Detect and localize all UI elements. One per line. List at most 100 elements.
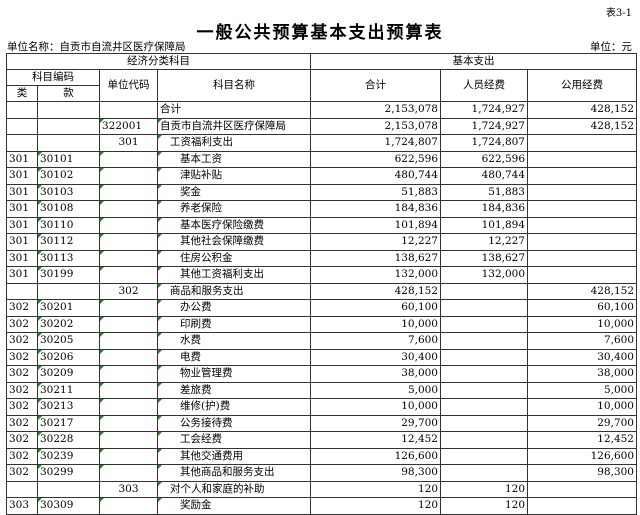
cell-total: 10,000 <box>310 398 441 416</box>
cell-lei: 301 <box>6 183 38 201</box>
cell-total: 2,153,078 <box>310 101 441 119</box>
cell-personnel <box>440 381 528 399</box>
unit-name: 单位名称：自贡市自流井区医疗保障局 <box>7 41 186 53</box>
cell-lei: 301 <box>6 266 38 284</box>
table-row: 302 30201 办公费 60,100 60,100 <box>6 299 637 317</box>
cell-subject-name: 自贡市自流井区医疗保障局 <box>157 117 311 135</box>
header-subject-name: 科目名称 <box>157 69 311 102</box>
cell-unit-code <box>99 150 158 168</box>
cell-subject-name: 对个人和家庭的补助 <box>157 480 311 498</box>
cell-lei: 301 <box>6 233 38 251</box>
cell-total: 12,452 <box>310 431 441 449</box>
cell-public: 428,152 <box>527 117 637 135</box>
cell-lei: 302 <box>6 381 38 399</box>
cell-total: 7,600 <box>310 332 441 350</box>
page-title: 一般公共预算基本支出预算表 <box>196 23 444 43</box>
cell-personnel: 1,724,807 <box>440 134 528 152</box>
cell-public <box>527 233 637 251</box>
cell-lei: 302 <box>6 414 38 432</box>
cell-unit-code <box>99 365 158 383</box>
cell-personnel: 12,227 <box>440 233 528 251</box>
cell-public <box>527 167 637 185</box>
table-row: 302 30299 其他商品和服务支出 98,300 98,300 <box>6 464 637 482</box>
currency-unit: 单位：元 <box>590 41 632 53</box>
table-row: 302 30205 水费 7,600 7,600 <box>6 332 637 350</box>
cell-kuan <box>37 134 100 152</box>
cell-subject-name: 其他工资福利支出 <box>157 266 311 284</box>
cell-lei <box>6 134 38 152</box>
cell-lei: 302 <box>6 365 38 383</box>
cell-total: 10,000 <box>310 315 441 333</box>
cell-kuan: 30113 <box>37 249 100 267</box>
cell-total: 2,153,078 <box>310 117 441 135</box>
table-row: 301 30108 养老保险 184,836 184,836 <box>6 200 637 218</box>
cell-kuan <box>37 480 100 498</box>
cell-subject-name: 其他交通费用 <box>157 447 311 465</box>
cell-subject-name: 其他社会保障缴费 <box>157 233 311 251</box>
cell-public: 12,452 <box>527 431 637 449</box>
cell-subject-name: 水费 <box>157 332 311 350</box>
cell-unit-code: 302 <box>99 282 158 300</box>
cell-kuan: 30101 <box>37 150 100 168</box>
header-unit-code: 单位代码 <box>99 69 158 102</box>
cell-total: 101,894 <box>310 216 441 234</box>
cell-unit-code <box>99 464 158 482</box>
cell-total: 60,100 <box>310 299 441 317</box>
table-row: 301 30103 奖金 51,883 51,883 <box>6 183 637 201</box>
cell-lei <box>6 282 38 300</box>
cell-personnel: 480,744 <box>440 167 528 185</box>
cell-total: 5,000 <box>310 381 441 399</box>
cell-total: 480,744 <box>310 167 441 185</box>
cell-personnel <box>440 398 528 416</box>
cell-kuan: 30217 <box>37 414 100 432</box>
cell-total: 184,836 <box>310 200 441 218</box>
cell-total: 138,627 <box>310 249 441 267</box>
cell-unit-code <box>99 447 158 465</box>
header-personnel: 人员经费 <box>440 69 528 102</box>
cell-unit-code <box>99 233 158 251</box>
cell-personnel: 120 <box>440 480 528 498</box>
cell-unit-code <box>99 497 158 515</box>
cell-public: 428,152 <box>527 282 637 300</box>
header-basic-expenditure: 基本支出 <box>310 53 637 70</box>
cell-public <box>527 216 637 234</box>
cell-lei: 302 <box>6 332 38 350</box>
cell-subject-name: 津贴补贴 <box>157 167 311 185</box>
cell-kuan: 30102 <box>37 167 100 185</box>
header-public: 公用经费 <box>527 69 637 102</box>
cell-total: 51,883 <box>310 183 441 201</box>
cell-unit-code: 303 <box>99 480 158 498</box>
cell-total: 12,227 <box>310 233 441 251</box>
cell-personnel: 622,596 <box>440 150 528 168</box>
cell-kuan: 30112 <box>37 233 100 251</box>
cell-public <box>527 183 637 201</box>
cell-kuan <box>37 101 100 119</box>
cell-kuan: 30213 <box>37 398 100 416</box>
table-row: 302 30213 维修(护)费 10,000 10,000 <box>6 398 637 416</box>
cell-total: 126,600 <box>310 447 441 465</box>
cell-subject-name: 基本工资 <box>157 150 311 168</box>
table-row: 302 30239 其他交通费用 126,600 126,600 <box>6 447 637 465</box>
cell-subject-name: 维修(护)费 <box>157 398 311 416</box>
cell-subject-name: 商品和服务支出 <box>157 282 311 300</box>
cell-lei: 302 <box>6 398 38 416</box>
cell-personnel: 1,724,927 <box>440 117 528 135</box>
cell-subject-name: 养老保险 <box>157 200 311 218</box>
cell-subject-name: 住房公积金 <box>157 249 311 267</box>
cell-public <box>527 134 637 152</box>
cell-kuan: 30228 <box>37 431 100 449</box>
cell-subject-name: 电费 <box>157 348 311 366</box>
cell-unit-code <box>99 332 158 350</box>
cell-subject-name: 基本医疗保险缴费 <box>157 216 311 234</box>
cell-public <box>527 497 637 515</box>
cell-kuan <box>37 117 100 135</box>
cell-subject-name: 其他商品和服务支出 <box>157 464 311 482</box>
table-row: 303 对个人和家庭的补助 120 120 <box>6 480 637 498</box>
table-row: 301 30102 津贴补贴 480,744 480,744 <box>6 167 637 185</box>
table-row: 302 30209 物业管理费 38,000 38,000 <box>6 365 637 383</box>
cell-personnel <box>440 464 528 482</box>
cell-unit-code <box>99 431 158 449</box>
cell-personnel: 138,627 <box>440 249 528 267</box>
cell-personnel: 132,000 <box>440 266 528 284</box>
cell-kuan: 30199 <box>37 266 100 284</box>
